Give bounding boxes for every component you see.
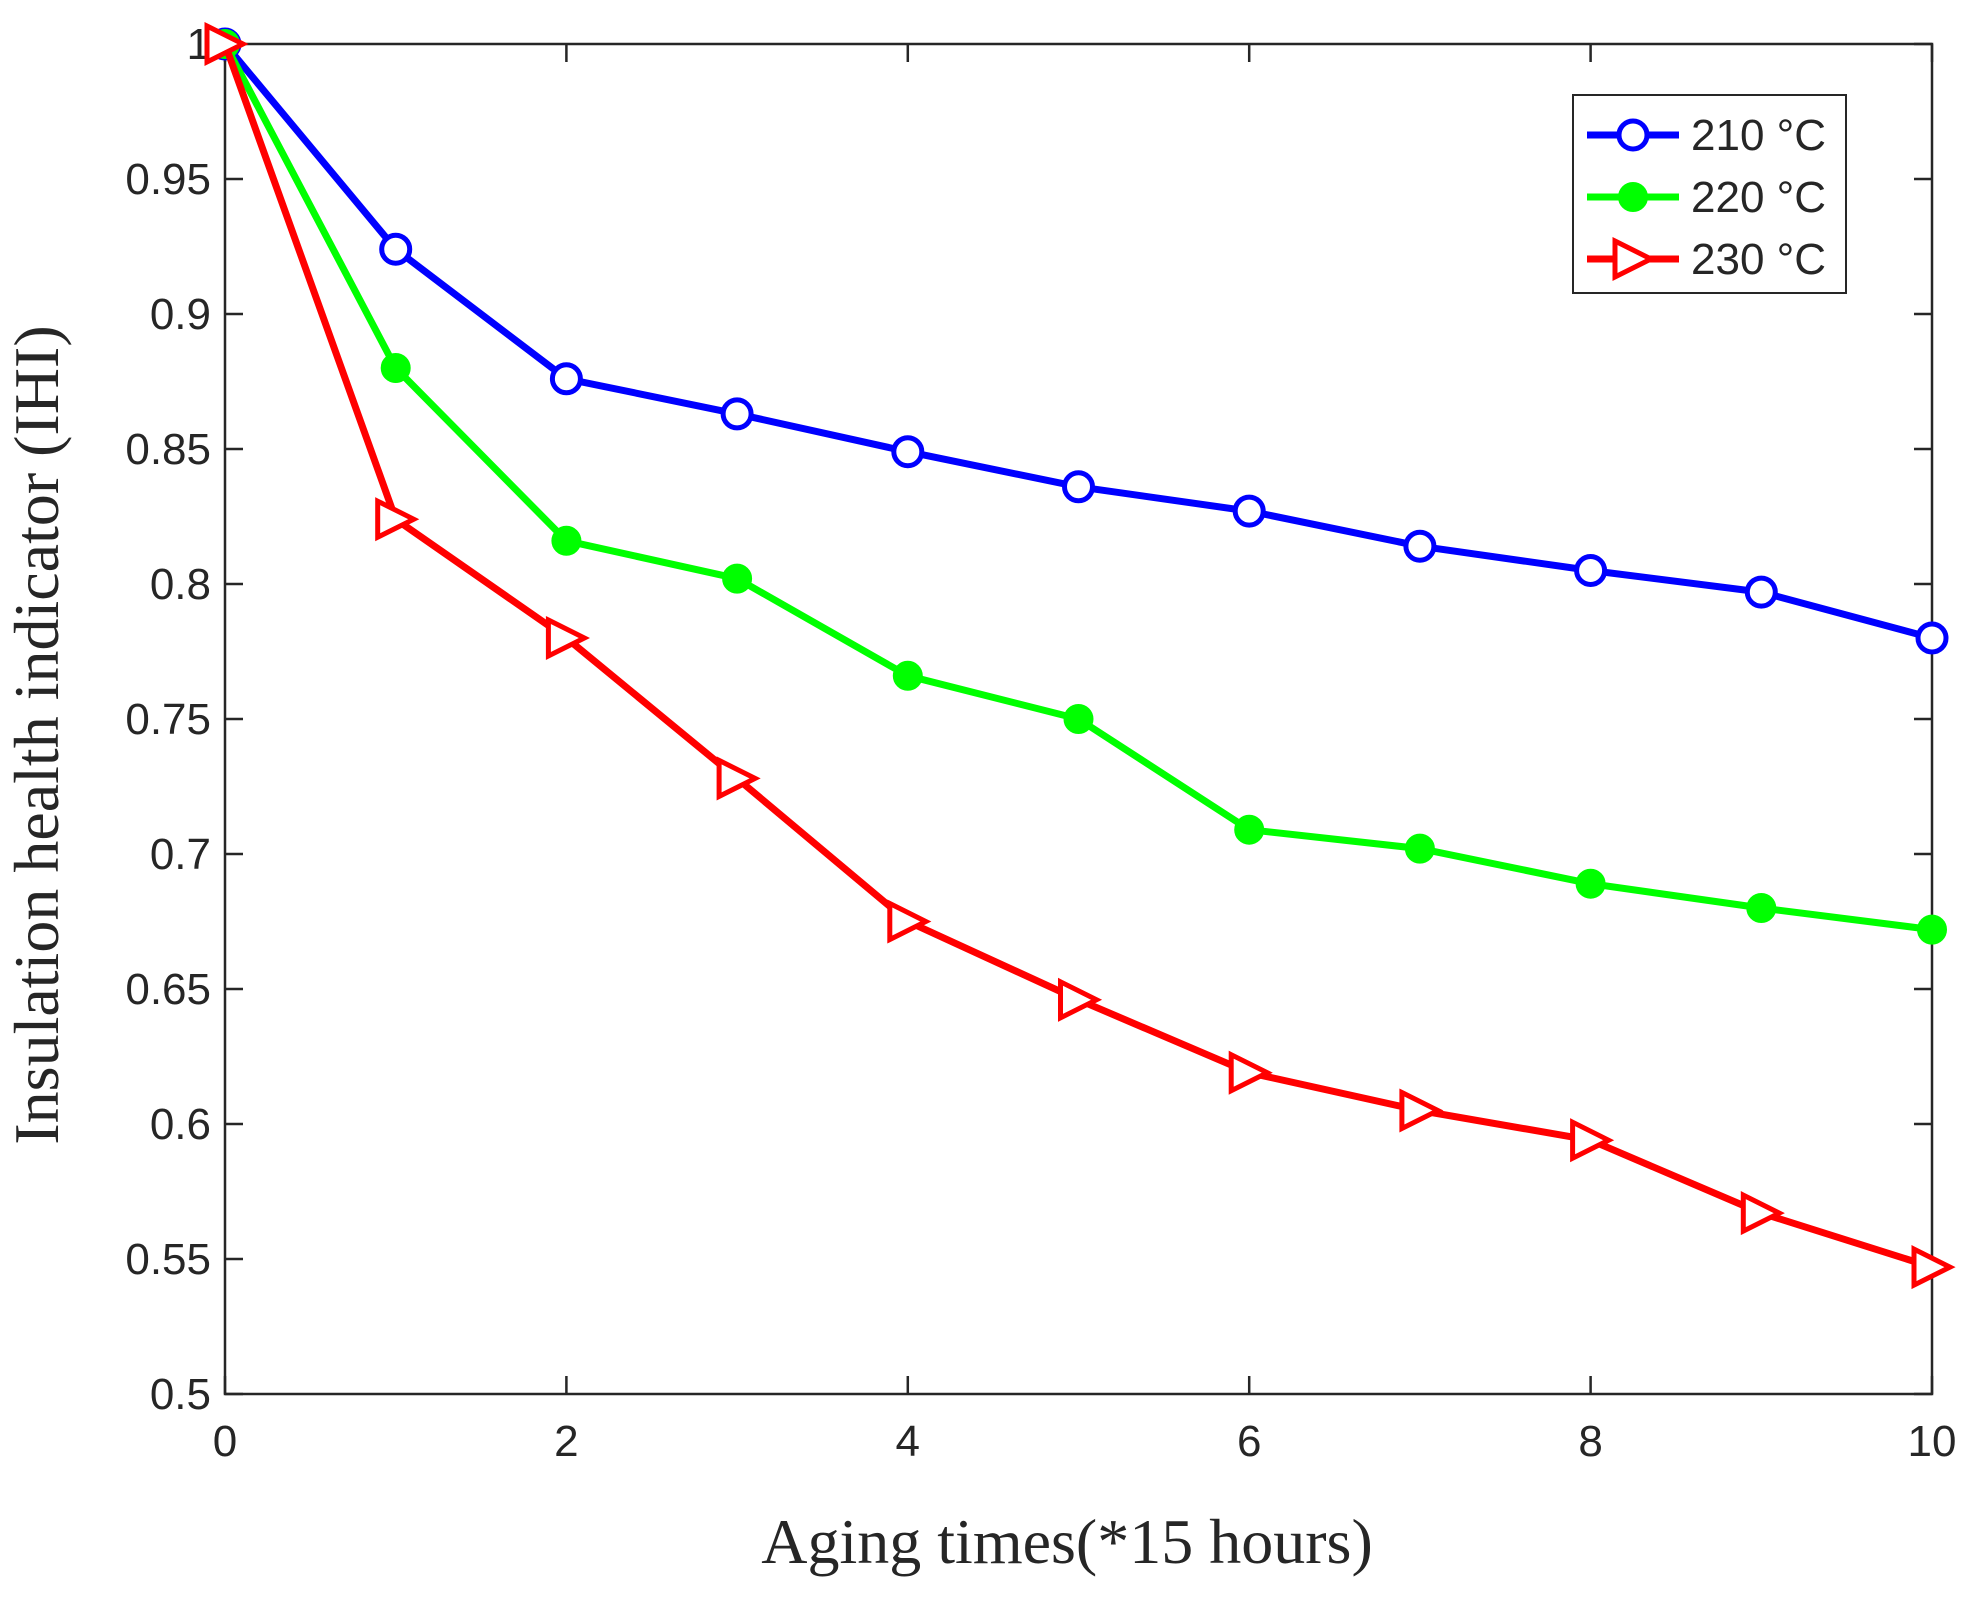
- legend-item: 220 °C: [1587, 173, 1826, 222]
- data-point: [1574, 554, 1608, 587]
- y-tick-label: 0.9: [150, 290, 211, 339]
- y-tick-label: 0.75: [125, 695, 211, 744]
- data-point: [1917, 914, 1947, 945]
- x-tick-label: 8: [1578, 1417, 1602, 1466]
- data-point: [545, 615, 590, 661]
- legend-marker: [1612, 236, 1657, 282]
- data-point: [1911, 1245, 1956, 1290]
- data-point: [1575, 868, 1606, 899]
- y-tick-label: 0.55: [125, 1235, 211, 1284]
- y-tick-label: 0.8: [150, 560, 211, 609]
- data-point: [1744, 575, 1778, 609]
- x-axis-title: Aging times(*15 hours): [761, 1506, 1373, 1577]
- data-point: [891, 435, 925, 469]
- y-tick-label: 0.95: [125, 155, 211, 204]
- data-point: [1746, 893, 1777, 923]
- y-axis-title: Insulation health indicator (IHI): [1, 325, 72, 1144]
- data-point: [722, 563, 753, 594]
- data-point: [1234, 814, 1265, 845]
- x-tick-label: 2: [554, 1417, 578, 1466]
- data-point: [1062, 470, 1095, 504]
- x-tick-label: 0: [213, 1417, 237, 1466]
- legend-marker: [1616, 118, 1650, 152]
- data-point: [204, 21, 249, 67]
- series-0: [208, 27, 1949, 655]
- legend-label: 230 °C: [1691, 235, 1826, 284]
- y-tick-label: 0.85: [125, 425, 211, 474]
- data-point: [1063, 704, 1094, 734]
- data-point: [1399, 1088, 1444, 1133]
- data-point: [1740, 1191, 1785, 1236]
- legend-label: 210 °C: [1691, 111, 1826, 160]
- data-point: [551, 525, 582, 556]
- y-tick-label: 0.6: [150, 1100, 211, 1149]
- legend-label: 220 °C: [1691, 173, 1826, 222]
- y-tick-label: 0.5: [150, 1370, 211, 1419]
- y-tick-label: 0.65: [125, 965, 211, 1014]
- series-2: [204, 21, 1956, 1290]
- x-tick-label: 4: [896, 1417, 920, 1466]
- legend: 210 °C 220 °C 230 °C: [1572, 94, 1847, 294]
- data-point: [720, 397, 754, 431]
- data-point: [1570, 1118, 1615, 1163]
- data-point: [1404, 833, 1435, 864]
- x-tick-label: 10: [1908, 1417, 1957, 1466]
- axes-layer: 0 2 4 6 8 10 0.5 0.55 0.6 0.65 0.7 0.75 0.8 0.85 0.9 0.…: [125, 20, 1956, 1466]
- data-point: [1228, 1050, 1273, 1095]
- y-tick-label: 0.7: [150, 830, 211, 879]
- x-tick-label: 6: [1237, 1417, 1261, 1466]
- data-point: [887, 899, 932, 944]
- data-point: [1058, 977, 1103, 1022]
- data-point: [716, 756, 761, 801]
- legend-marker: [1618, 182, 1648, 212]
- legend-item: 230 °C: [1587, 235, 1826, 284]
- data-point: [892, 660, 923, 691]
- data-point: [1915, 621, 1949, 655]
- data-point: [375, 497, 420, 542]
- data-point: [1403, 529, 1437, 563]
- data-point: [379, 232, 413, 266]
- series-1: [210, 29, 1947, 945]
- data-point: [380, 353, 411, 383]
- data-point: [1232, 494, 1266, 528]
- legend-item: 210 °C: [1587, 111, 1826, 160]
- data-point: [549, 362, 583, 396]
- series-layer: [204, 21, 1956, 1290]
